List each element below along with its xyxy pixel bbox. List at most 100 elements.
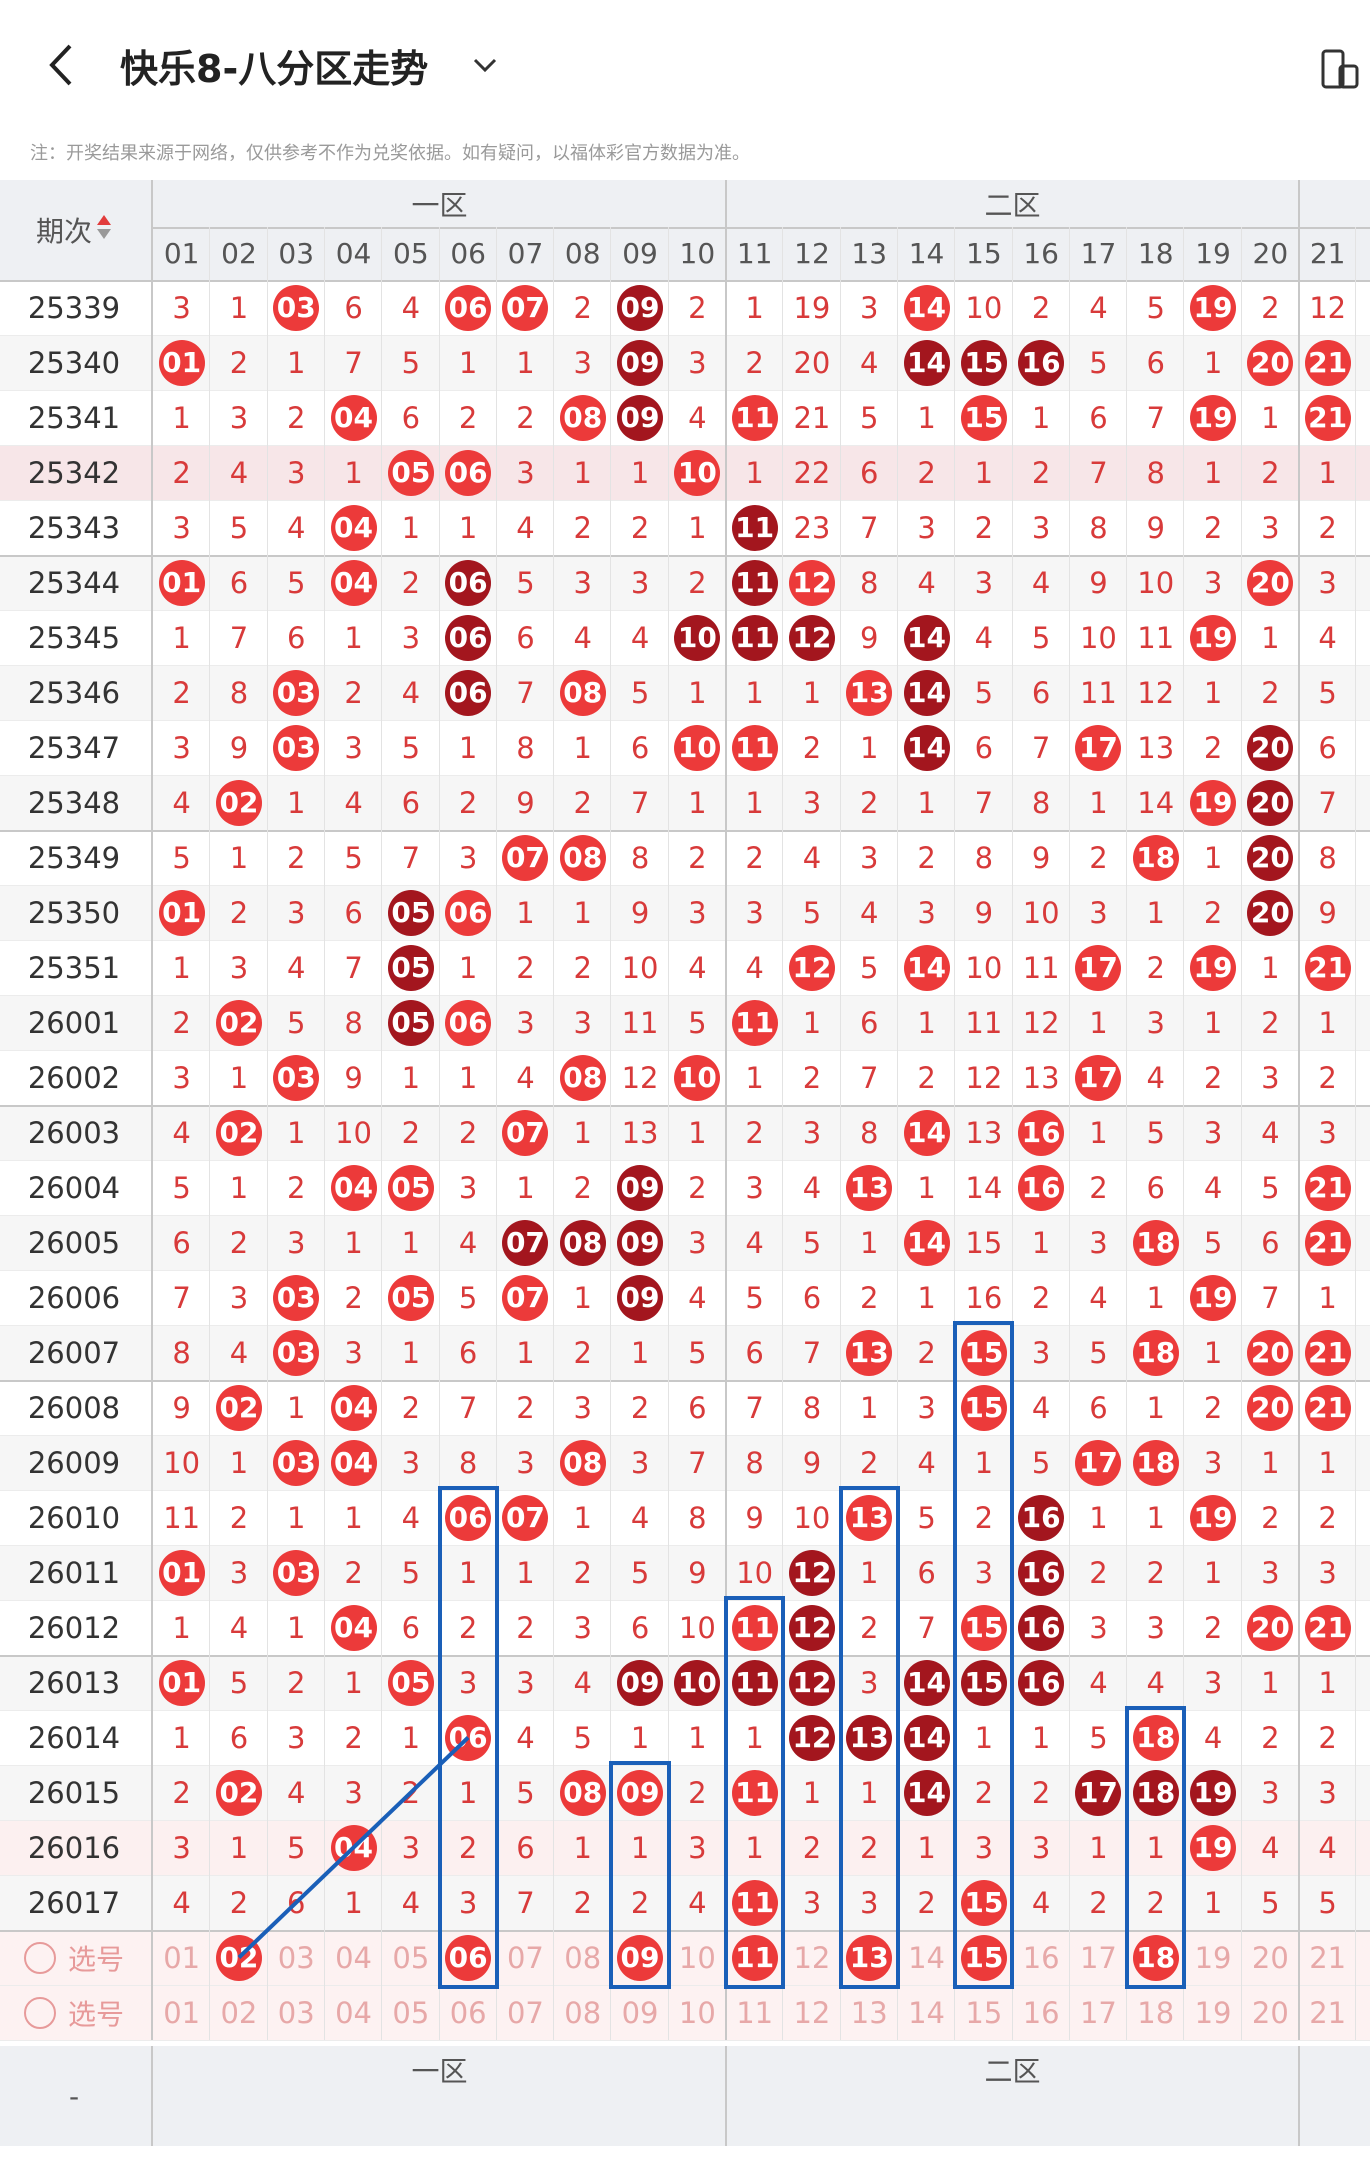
number-cell[interactable]: 21 [1299,1325,1356,1380]
number-cell[interactable]: 04 [325,1160,382,1215]
number-cell[interactable]: 3 [1242,500,1299,555]
number-cell[interactable]: 3 [153,720,210,775]
number-cell[interactable]: 14 [898,1655,955,1710]
number-cell[interactable]: 1 [1013,1215,1070,1270]
number-cell[interactable]: 2 [325,1270,382,1325]
number-cell[interactable]: 1 [210,830,267,885]
number-cell[interactable]: 1 [1242,1655,1299,1710]
number-cell[interactable]: 3 [440,1160,497,1215]
number-cell[interactable]: 12 [955,1050,1012,1105]
number-cell[interactable]: 3 [382,1820,439,1875]
number-cell[interactable]: 3 [497,995,554,1050]
number-cell[interactable]: 1 [1184,665,1241,720]
number-cell[interactable]: 1 [440,335,497,390]
number-cell[interactable]: 2 [210,1215,267,1270]
number-cell[interactable]: 4 [268,1765,325,1820]
number-cell[interactable]: 5 [841,390,898,445]
select-number[interactable]: 19 [1184,1985,1241,2040]
number-cell[interactable]: 3 [1013,1820,1070,1875]
number-cell[interactable]: 8 [497,720,554,775]
number-cell[interactable]: 7 [325,335,382,390]
number-cell[interactable]: 3 [726,1160,783,1215]
number-cell[interactable]: 4 [955,610,1012,665]
number-cell[interactable]: 1 [1242,610,1299,665]
number-cell[interactable]: 1 [726,1710,783,1765]
number-cell[interactable]: 5 [268,555,325,610]
number-cell[interactable]: 1 [268,1600,325,1655]
number-cell[interactable]: 5 [1242,1160,1299,1215]
number-cell[interactable]: 2 [955,1765,1012,1820]
number-cell[interactable]: 7 [382,830,439,885]
number-cell[interactable]: 8 [1299,830,1356,885]
number-cell[interactable]: 02 [210,775,267,830]
select-number[interactable]: 18 [1127,1930,1184,1985]
number-cell[interactable]: 7 [1013,720,1070,775]
number-cell[interactable]: 4 [210,1600,267,1655]
select-number[interactable]: 08 [554,1930,611,1985]
number-cell[interactable]: 11 [726,1875,783,1930]
number-cell[interactable]: 12 [783,940,840,995]
number-cell[interactable]: 1 [898,390,955,445]
number-cell[interactable]: 01 [153,1655,210,1710]
number-cell[interactable]: 10 [669,1050,726,1105]
number-cell[interactable]: 15 [955,1655,1012,1710]
number-cell[interactable]: 2 [1184,720,1241,775]
number-cell[interactable]: 1 [210,1160,267,1215]
number-cell[interactable]: 6 [1299,720,1356,775]
picked-ball[interactable]: 18 [1132,1934,1179,1981]
number-cell[interactable]: 16 [1013,1490,1070,1545]
number-cell[interactable]: 2 [669,555,726,610]
fold-screen-icon[interactable] [1320,48,1360,92]
number-cell[interactable]: 2 [898,1050,955,1105]
number-cell[interactable]: 9 [210,720,267,775]
number-cell[interactable]: 3 [554,1600,611,1655]
number-cell[interactable]: 3 [440,1655,497,1710]
number-cell[interactable]: 7 [611,775,668,830]
number-cell[interactable]: 13 [1013,1050,1070,1105]
select-number[interactable]: 09 [611,1985,668,2040]
number-cell[interactable]: 1 [554,1270,611,1325]
number-cell[interactable]: 11 [726,995,783,1050]
number-cell[interactable]: 4 [1013,1875,1070,1930]
number-cell[interactable]: 5 [783,1215,840,1270]
number-cell[interactable]: 14 [955,1160,1012,1215]
number-cell[interactable]: 7 [783,1325,840,1380]
number-cell[interactable]: 15 [955,1380,1012,1435]
number-cell[interactable]: 1 [325,1215,382,1270]
number-cell[interactable]: 3 [554,335,611,390]
number-cell[interactable]: 7 [497,665,554,720]
number-cell[interactable]: 4 [783,1160,840,1215]
number-cell[interactable]: 2 [554,1875,611,1930]
number-cell[interactable]: 5 [497,555,554,610]
number-cell[interactable]: 1 [1070,1820,1127,1875]
number-cell[interactable]: 12 [1013,995,1070,1050]
number-cell[interactable]: 2 [669,830,726,885]
number-cell[interactable]: 10 [726,1545,783,1600]
number-cell[interactable]: 4 [669,940,726,995]
number-cell[interactable]: 3 [1242,1050,1299,1105]
number-cell[interactable]: 06 [440,445,497,500]
number-cell[interactable]: 1 [268,1490,325,1545]
number-cell[interactable]: 7 [1299,775,1356,830]
number-cell[interactable]: 19 [1184,1490,1241,1545]
number-cell[interactable]: 2 [1184,1600,1241,1655]
number-cell[interactable]: 1 [726,665,783,720]
number-cell[interactable]: 9 [669,1545,726,1600]
number-cell[interactable]: 08 [554,830,611,885]
number-cell[interactable]: 06 [440,555,497,610]
number-cell[interactable]: 17 [1070,1050,1127,1105]
number-cell[interactable]: 3 [1184,555,1241,610]
number-cell[interactable]: 2 [898,1875,955,1930]
number-cell[interactable]: 6 [382,390,439,445]
number-cell[interactable]: 3 [268,1710,325,1765]
number-cell[interactable]: 8 [325,995,382,1050]
number-cell[interactable]: 11 [726,390,783,445]
number-cell[interactable]: 10 [783,1490,840,1545]
number-cell[interactable]: 16 [1013,1160,1070,1215]
select-number[interactable]: 10 [669,1985,726,2040]
number-cell[interactable]: 1 [611,1325,668,1380]
select-number[interactable]: 05 [382,1930,439,1985]
select-number[interactable]: 17 [1070,1930,1127,1985]
number-cell[interactable]: 4 [1184,1160,1241,1215]
number-cell[interactable]: 01 [153,885,210,940]
